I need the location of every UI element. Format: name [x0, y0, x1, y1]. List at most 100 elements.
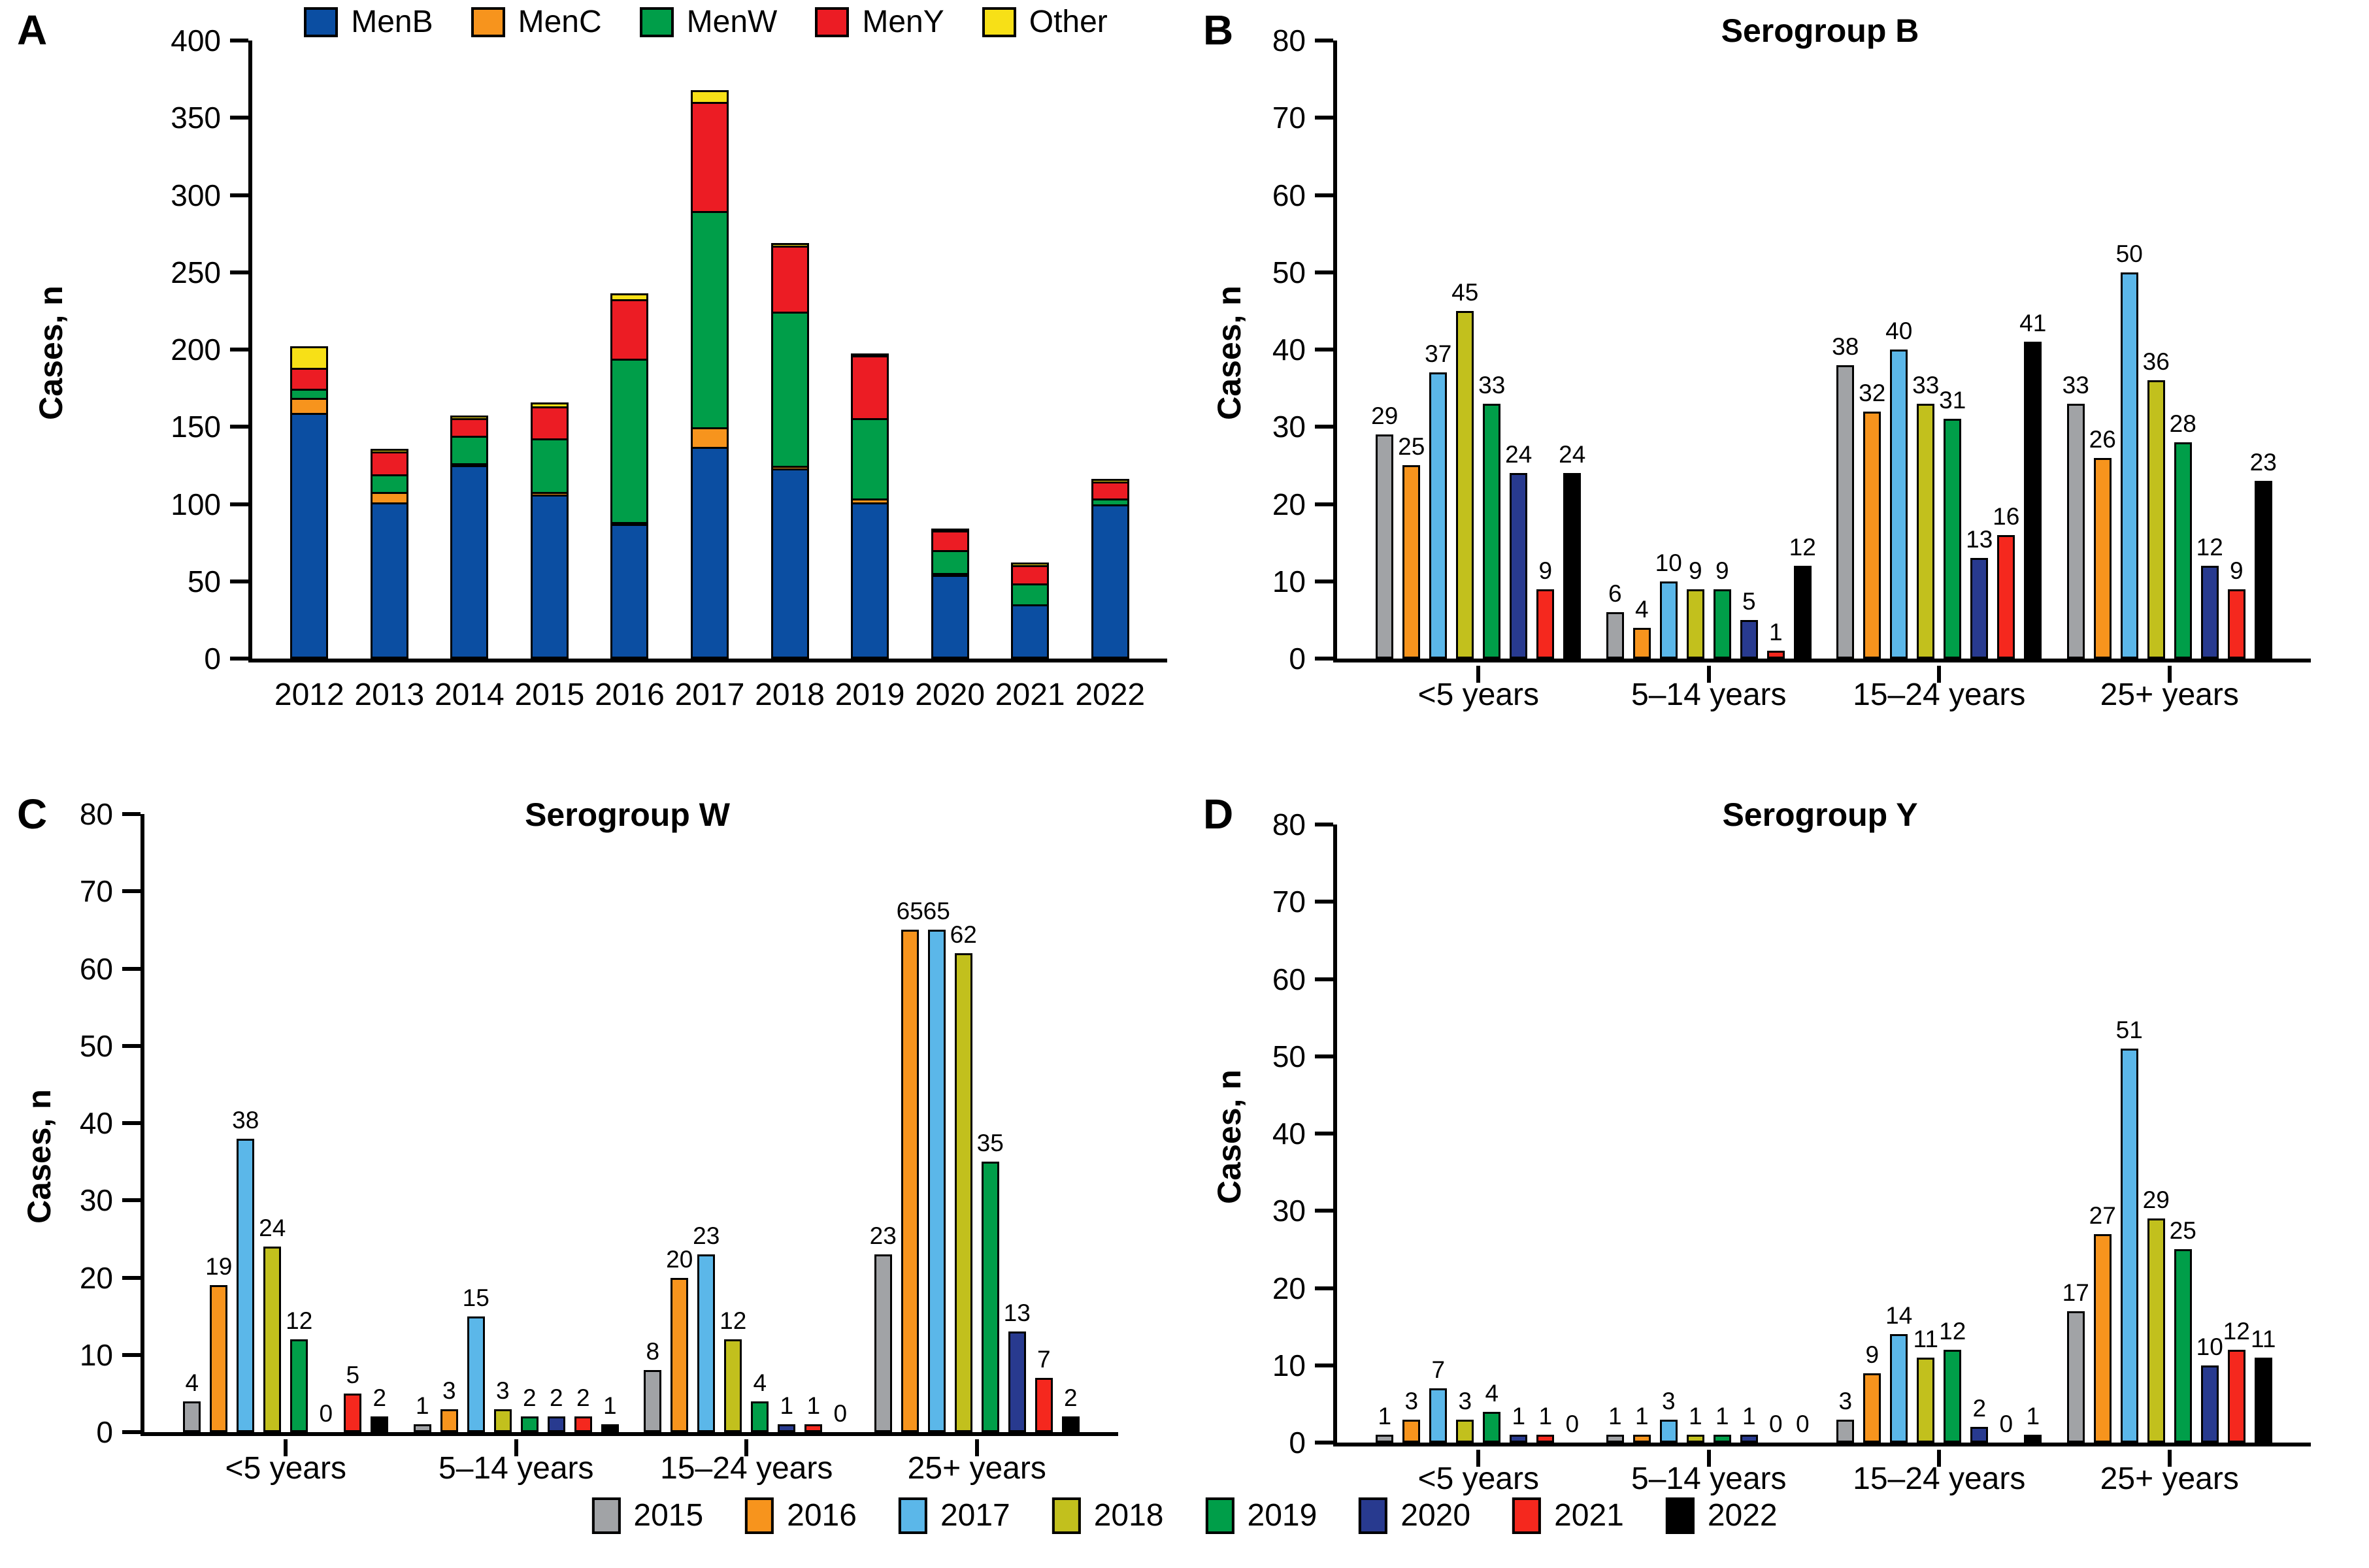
bar-slot-2021: 2 — [574, 814, 592, 1432]
bar-segment-meny — [770, 246, 809, 314]
bar-value-label: 37 — [1425, 340, 1452, 368]
y-axis-tick-label: 30 — [1272, 410, 1306, 444]
bar-slot-2018: 24 — [259, 814, 286, 1432]
bar-slot-2015: 38 — [1832, 41, 1859, 659]
bar-slot-2020: 2 — [547, 814, 565, 1432]
y-axis-tick-label: 250 — [171, 255, 221, 289]
y-axis-tick — [1315, 1054, 1333, 1058]
y-axis-tick-label: 0 — [96, 1415, 113, 1449]
y-axis-title: Cases, n — [21, 1089, 58, 1224]
bar-2021 — [1536, 589, 1555, 659]
bar-value-label: 1 — [1715, 1403, 1729, 1430]
y-axis-tick-label: 80 — [1272, 24, 1306, 57]
plot-area: 1 3 7 3 4 1 1 0 <5 years 1 1 3 1 1 1 0 0 5–14 years 3 9 14 11… — [1337, 825, 2311, 1495]
legend-label: 2017 — [940, 1498, 1010, 1533]
bar-slot-2022: 24 — [1559, 41, 1585, 659]
bar-2020 — [1970, 1427, 1989, 1443]
bar-value-label: 36 — [2142, 348, 2170, 376]
y-axis-tick — [1315, 348, 1333, 351]
legend-item: 2015 — [591, 1497, 703, 1534]
bar-value-label: 1 — [1378, 1403, 1392, 1430]
bar-slot-2019: 33 — [1478, 41, 1505, 659]
y-axis-tick-label: 0 — [204, 642, 221, 676]
stacked-bar — [450, 415, 489, 659]
bar-slot-2016: 1 — [1632, 825, 1651, 1443]
bar-2021 — [344, 1393, 362, 1432]
bar-2019 — [1713, 589, 1731, 659]
bar-slot-2015: 6 — [1606, 41, 1624, 659]
bar-segment-menw — [770, 312, 809, 468]
bar-segment-menc — [691, 427, 729, 449]
y-axis-tick-label: 20 — [1272, 487, 1306, 521]
category-slot: 2022 — [1070, 41, 1150, 711]
bar-value-label: 12 — [1939, 1318, 1966, 1345]
bar-value-label: 4 — [1485, 1379, 1499, 1407]
x-axis-category-label: 5–14 years — [439, 1451, 594, 1486]
bar-value-label: 4 — [185, 1369, 199, 1396]
bar-slot-2017: 65 — [923, 814, 950, 1432]
legend-swatch — [982, 7, 1016, 37]
serogroup-legend: MenB MenC MenW MenY Other — [248, 7, 1163, 38]
bar-2019 — [751, 1401, 769, 1432]
bar-2019 — [1483, 403, 1501, 659]
legend-swatch — [591, 1497, 621, 1534]
bar-group: 1 3 15 3 2 2 2 1 — [413, 814, 619, 1432]
category-slot: 1 1 3 1 1 1 0 0 5–14 years — [1594, 825, 1825, 1495]
category-slot: 8 20 23 12 4 1 1 0 15–24 years — [631, 814, 862, 1484]
bar-value-label: 9 — [1715, 557, 1729, 584]
legend-item: 2017 — [898, 1497, 1010, 1534]
bar-value-label: 65 — [896, 898, 923, 925]
bar-slot-2020: 0 — [317, 814, 335, 1432]
bar-value-label: 2 — [1063, 1384, 1078, 1412]
x-axis-category-label: 2014 — [434, 678, 505, 712]
bar-segment-meny — [530, 406, 569, 441]
y-axis-tick — [122, 1430, 141, 1434]
bar-value-label: 65 — [923, 898, 950, 925]
bar-slot-2017: 50 — [2116, 41, 2143, 659]
bar-slot-2016: 65 — [897, 814, 923, 1432]
bar-2016 — [1402, 1419, 1421, 1443]
grouped-bar-chart: 0 10 20 30 40 50 60 70 80 4 19 38 24 12 0 5 2 <5 years 1 3 1… — [80, 799, 1118, 1484]
bar-slot-2015: 23 — [870, 814, 897, 1432]
bar-value-label: 33 — [1478, 371, 1506, 399]
bar-2018 — [954, 953, 972, 1432]
bar-slot-2019: 31 — [1939, 41, 1966, 659]
bar-value-label: 23 — [693, 1222, 720, 1250]
y-axis-tick — [230, 116, 248, 120]
y-axis-tick — [1315, 823, 1333, 826]
legend-swatch — [898, 1497, 927, 1534]
bar-value-label: 14 — [1885, 1302, 1913, 1330]
bar-value-label: 38 — [232, 1106, 259, 1134]
bar-value-label: 25 — [1398, 433, 1425, 461]
bar-value-label: 5 — [1742, 587, 1756, 615]
y-axis-tick-label: 40 — [79, 1106, 113, 1140]
bar-segment-menb — [370, 502, 408, 659]
bar-segment-menb — [1011, 604, 1050, 659]
bar-segment-meny — [370, 451, 408, 476]
y-axis-tick — [1315, 193, 1333, 197]
y-axis-tick — [122, 966, 141, 971]
y-axis-tick-label: 0 — [1289, 1426, 1306, 1460]
bar-2015 — [1836, 1419, 1855, 1443]
bar-value-label: 33 — [1912, 371, 1940, 399]
bar-slot-2016: 26 — [2089, 41, 2116, 659]
bar-2018 — [2147, 380, 2165, 659]
stacked-bar — [931, 529, 969, 659]
y-axis-tick-label: 30 — [1272, 1194, 1306, 1228]
bar-value-label: 3 — [1661, 1387, 1676, 1414]
bar-2017 — [237, 1138, 255, 1432]
x-axis-category-label: 5–14 years — [1631, 678, 1787, 712]
plot-area: 2012 2013 2014 2015 2016 2017 2018 2019 2020 2021… — [252, 41, 1167, 711]
bar-group: 29 25 37 45 33 24 9 24 — [1371, 41, 1585, 659]
bar-slot-2021: 12 — [2223, 825, 2250, 1443]
y-axis-tick-label: 400 — [171, 24, 221, 57]
bar-slot-2017: 3 — [1659, 825, 1678, 1443]
bar-value-label: 29 — [1371, 402, 1399, 430]
bar-slot-2019: 2 — [520, 814, 538, 1432]
panel-letter-b: B — [1203, 7, 1234, 54]
bar-slot-2022: 41 — [2019, 41, 2046, 659]
bar-value-label: 3 — [442, 1377, 456, 1404]
category-slot: 1 3 15 3 2 2 2 1 5–14 years — [401, 814, 632, 1484]
bar-value-label: 16 — [1993, 502, 2020, 530]
legend-label: 2021 — [1554, 1498, 1624, 1533]
